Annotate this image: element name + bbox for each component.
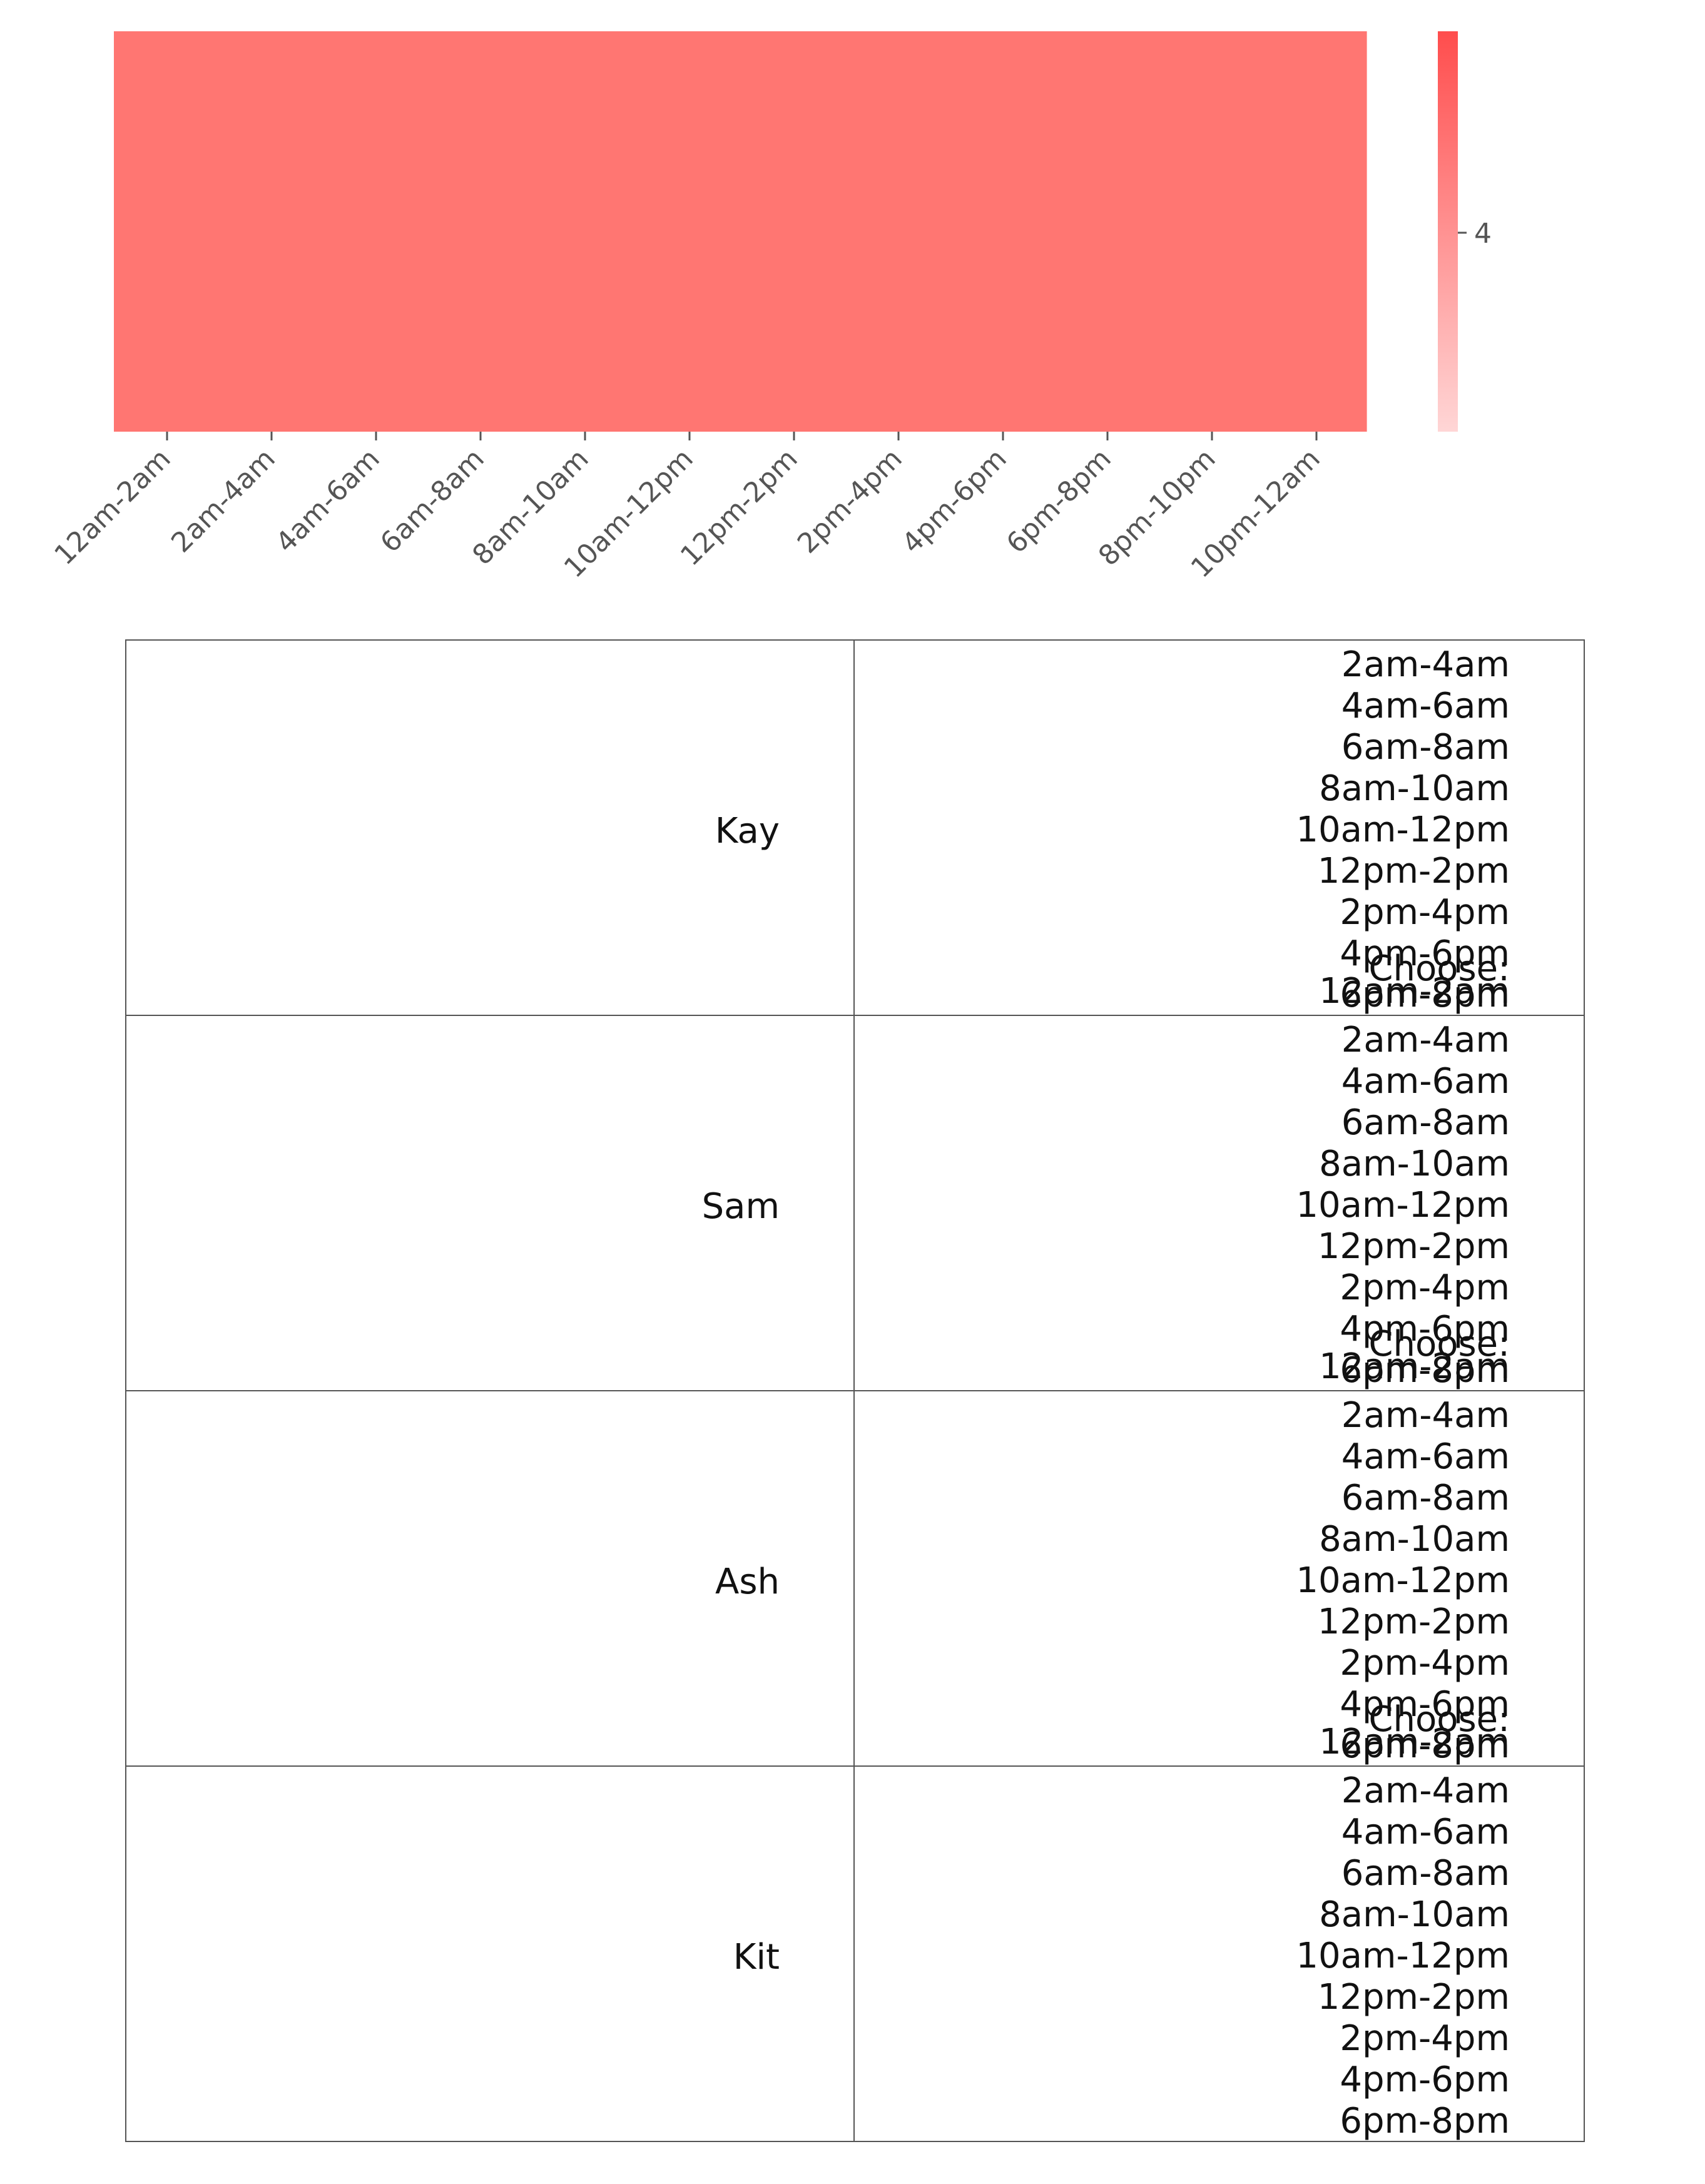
person-name: Kit [733, 1937, 780, 1978]
time-option[interactable]: 2am-4am [1341, 1020, 1510, 1060]
name-cell: Ash [125, 1390, 855, 1767]
x-tick-label: 4am-6am [270, 443, 386, 559]
time-option-list[interactable]: 2am-4am 4am-6am 6am-8am 8am-10am 10am-12pm 12… [1296, 1395, 1510, 1766]
time-option[interactable]: 10am-12pm [1296, 1936, 1510, 1976]
time-option[interactable]: 6pm-8pm [1340, 1725, 1510, 1766]
table-row: Ash 2am-4am 4am-6am 6am-8am 8am-10am 10am-12p… [125, 1390, 1585, 1767]
heatmap-cells [114, 31, 1367, 432]
colorbar [1438, 31, 1458, 432]
selected-time-value[interactable]: 12am-2am [1319, 1346, 1510, 1387]
time-option[interactable]: 12pm-2pm [1317, 851, 1510, 891]
time-option[interactable]: 2pm-4pm [1340, 892, 1510, 933]
heatmap-cell-12am-2am [114, 31, 219, 432]
time-option[interactable]: 6pm-8pm [1340, 2101, 1510, 2141]
table-row: Kit 2am-4am 4am-6am 6am-8am 8am-10am 10am-12p… [125, 1765, 1585, 2142]
name-cell: Kit [125, 1765, 855, 2142]
choose-label: Choose: [1368, 1699, 1510, 1740]
time-option[interactable]: 6am-8am [1341, 1102, 1510, 1143]
time-option[interactable]: 10am-12pm [1296, 1560, 1510, 1601]
heatmap-cell-10am-12pm [636, 31, 741, 432]
time-select-cell[interactable]: 2am-4am 4am-6am 6am-8am 8am-10am 10am-12pm 12… [853, 639, 1585, 1016]
time-option[interactable]: 12pm-2pm [1317, 1977, 1510, 2018]
time-option[interactable]: 4pm-6pm [1340, 1684, 1510, 1725]
time-select-cell[interactable]: 2am-4am 4am-6am 6am-8am 8am-10am 10am-12pm 12… [853, 1015, 1585, 1391]
x-tick-label: 4pm-6pm [896, 443, 1013, 560]
table-row: Sam 2am-4am 4am-6am 6am-8am 8am-10am 10am-12p… [125, 1015, 1585, 1391]
selected-time-value[interactable]: 12am-2am [1319, 1722, 1510, 1762]
name-cell: Kay [125, 639, 855, 1016]
heatmap-cell-2am-4am [218, 31, 323, 432]
heatmap-cell-6pm-8pm [1053, 31, 1158, 432]
heatmap-cell-8am-10am [531, 31, 636, 432]
time-option[interactable]: 2am-4am [1341, 1770, 1510, 1811]
x-axis-ticks: 12am-2am2am-4am4am-6am6am-8am8am-10am10a… [48, 432, 1326, 584]
person-name: Sam [701, 1186, 780, 1227]
time-option[interactable]: 8am-10am [1319, 768, 1510, 809]
heatmap-cell-10pm-12am [1262, 31, 1367, 432]
person-name: Kay [715, 811, 780, 851]
name-cell: Sam [125, 1015, 855, 1391]
time-option[interactable]: 4am-6am [1341, 1061, 1510, 1102]
time-option[interactable]: 6am-8am [1341, 727, 1510, 768]
time-option[interactable]: 4am-6am [1341, 1436, 1510, 1477]
person-name: Ash [715, 1562, 780, 1602]
time-option[interactable]: 10am-12pm [1296, 1185, 1510, 1226]
choose-label: Choose: [1368, 1324, 1510, 1364]
time-option[interactable]: 2am-4am [1341, 644, 1510, 685]
heatmap-chart: 12am-2am2am-4am4am-6am6am-8am8am-10am10a… [48, 31, 1492, 584]
heatmap-cell-8pm-10pm [1158, 31, 1263, 432]
time-option[interactable]: 10am-12pm [1296, 810, 1510, 850]
time-option[interactable]: 2pm-4pm [1340, 1643, 1510, 1684]
time-option[interactable]: 4pm-6pm [1340, 2060, 1510, 2100]
time-option[interactable]: 6am-8am [1341, 1478, 1510, 1518]
table-row: Kay 2am-4am 4am-6am 6am-8am 8am-10am 10am-12p… [125, 639, 1585, 1016]
time-option[interactable]: 6pm-8pm [1340, 975, 1510, 1015]
x-tick-label: 2pm-4pm [791, 443, 908, 560]
heatmap-cell-2pm-4pm [844, 31, 950, 432]
heatmap-cell-4am-6am [322, 31, 428, 432]
time-option[interactable]: 2am-4am [1341, 1395, 1510, 1436]
time-option[interactable]: 8am-10am [1319, 1519, 1510, 1560]
time-option[interactable]: 4pm-6pm [1340, 933, 1510, 974]
selected-time-value[interactable]: 12am-2am [1319, 971, 1510, 1012]
time-option-list[interactable]: 2am-4am 4am-6am 6am-8am 8am-10am 10am-12pm 12… [1296, 1020, 1510, 1391]
time-option[interactable]: 6am-8am [1341, 1853, 1510, 1894]
time-option-list[interactable]: 2am-4am 4am-6am 6am-8am 8am-10am 10am-12pm 12… [1296, 644, 1510, 1015]
time-option-list[interactable]: 2am-4am 4am-6am 6am-8am 8am-10am 10am-12pm 12… [1296, 1770, 1510, 2141]
time-option[interactable]: 12pm-2pm [1317, 1226, 1510, 1267]
time-option[interactable]: 4pm-6pm [1340, 1309, 1510, 1349]
time-option[interactable]: 4am-6am [1341, 1812, 1510, 1852]
availability-table: Kay 2am-4am 4am-6am 6am-8am 8am-10am 10am-12p… [125, 639, 1585, 2142]
time-option[interactable]: 2pm-4pm [1340, 2018, 1510, 2059]
time-option[interactable]: 8am-10am [1319, 1894, 1510, 1935]
time-option[interactable]: 12pm-2pm [1317, 1602, 1510, 1642]
heatmap-cell-6am-8am [427, 31, 532, 432]
time-option[interactable]: 2pm-4pm [1340, 1267, 1510, 1308]
colorbar-tick-label: 4 [1474, 218, 1492, 250]
heatmap-cell-12pm-2pm [740, 31, 845, 432]
x-tick-label: 12am-2am [48, 443, 176, 571]
time-select-cell[interactable]: 2am-4am 4am-6am 6am-8am 8am-10am 10am-12pm 12… [853, 1390, 1585, 1767]
heatmap-cell-4pm-6pm [949, 31, 1054, 432]
time-option[interactable]: 8am-10am [1319, 1144, 1510, 1184]
time-option[interactable]: 4am-6am [1341, 686, 1510, 726]
colorbar-ticks: 4 [1458, 218, 1492, 250]
x-tick-label: 2am-4am [165, 443, 282, 559]
time-option[interactable]: 6pm-8pm [1340, 1350, 1510, 1391]
choose-label: Choose: [1368, 948, 1510, 989]
time-select-cell[interactable]: 2am-4am 4am-6am 6am-8am 8am-10am 10am-12pm 12… [853, 1765, 1585, 2142]
